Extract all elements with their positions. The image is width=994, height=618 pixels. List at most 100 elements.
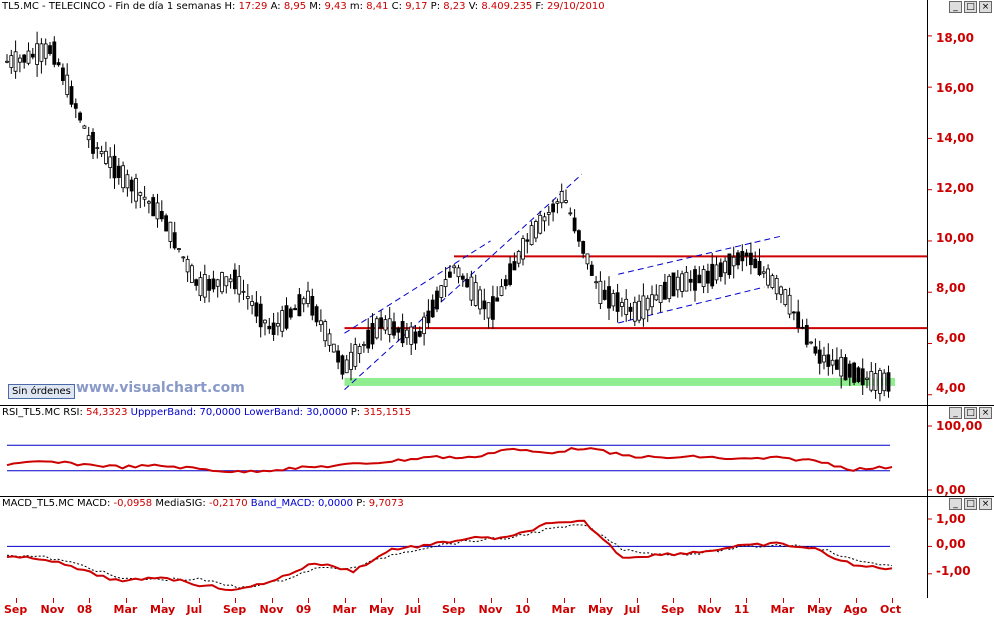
x-tick-label: 09 bbox=[296, 603, 312, 616]
candle-body bbox=[400, 321, 405, 344]
candle-body bbox=[792, 311, 796, 314]
x-tick bbox=[52, 598, 54, 603]
candle-body bbox=[813, 346, 818, 354]
orders-button[interactable]: Sin órdenes bbox=[8, 384, 75, 399]
candle-body bbox=[456, 267, 461, 278]
candle-body bbox=[710, 263, 715, 287]
price-header: TL5.MC - TELECINCO - Fin de día 1 semana… bbox=[2, 1, 605, 12]
minimize-icon[interactable]: _ bbox=[949, 407, 962, 419]
candle-body bbox=[215, 279, 220, 287]
candle-body bbox=[314, 306, 319, 323]
candle-body bbox=[288, 308, 293, 318]
candle-body bbox=[779, 286, 783, 295]
candle-body bbox=[189, 265, 194, 283]
candle-body bbox=[409, 326, 414, 345]
candle-body bbox=[869, 371, 874, 391]
close-icon[interactable]: × bbox=[979, 407, 992, 419]
candle-body bbox=[181, 256, 186, 259]
candle-body bbox=[241, 290, 246, 293]
candle-body bbox=[194, 279, 199, 286]
candle-body bbox=[852, 362, 856, 383]
candle-body bbox=[667, 275, 672, 299]
candle-body bbox=[490, 296, 495, 320]
close-icon[interactable]: × bbox=[979, 498, 992, 510]
maximize-icon[interactable]: □ bbox=[964, 498, 977, 510]
m-label: M: bbox=[309, 1, 322, 12]
candle-body bbox=[538, 214, 543, 234]
candle-body bbox=[589, 264, 594, 276]
candle-body bbox=[69, 86, 74, 105]
x-tick-label: Nov bbox=[40, 603, 65, 616]
maximize-icon[interactable]: □ bbox=[964, 1, 977, 13]
candle-body bbox=[366, 329, 371, 349]
candle-body bbox=[736, 252, 740, 266]
macd-p-value: 9,7073 bbox=[368, 498, 404, 509]
band-label: Band_MACD: bbox=[250, 498, 315, 509]
x-tick-label: Nov bbox=[259, 603, 284, 616]
x-tick-label: May bbox=[588, 603, 614, 616]
sig-label: MediaSIG: bbox=[155, 498, 206, 509]
candle-body bbox=[447, 271, 452, 278]
candle-body bbox=[17, 57, 22, 63]
candle-body bbox=[654, 294, 659, 301]
rsi-value: 54,3323 bbox=[86, 407, 128, 418]
candle-body bbox=[224, 276, 229, 287]
candle-body bbox=[443, 279, 448, 288]
candle-body bbox=[86, 135, 91, 141]
m-value: 9,43 bbox=[324, 1, 347, 12]
candle-body bbox=[482, 300, 487, 310]
candle-body bbox=[426, 310, 431, 324]
minimize-icon[interactable]: _ bbox=[949, 1, 962, 13]
mi-value: 8,41 bbox=[366, 1, 389, 12]
mi-label: m: bbox=[349, 1, 364, 12]
y-tick-label: 14,00 bbox=[936, 131, 974, 145]
close-icon[interactable]: × bbox=[979, 1, 992, 13]
company-name: TELECINCO bbox=[48, 1, 106, 12]
band-value: 0,0000 bbox=[318, 498, 353, 509]
candle-body bbox=[435, 290, 439, 310]
symbol: TL5.MC bbox=[2, 1, 39, 12]
candle-body bbox=[568, 212, 573, 215]
trendline bbox=[344, 240, 491, 334]
candle-body bbox=[774, 278, 779, 295]
h-value: 17:29 bbox=[238, 1, 268, 12]
maximize-icon[interactable]: □ bbox=[964, 407, 977, 419]
x-tick-label: May bbox=[369, 603, 395, 616]
candle-body bbox=[202, 274, 207, 298]
candle-body bbox=[658, 285, 663, 303]
candle-body bbox=[508, 263, 513, 285]
x-tick-label: Mar bbox=[113, 603, 138, 616]
candle-body bbox=[680, 273, 684, 292]
macd-tick-label: 0,00 bbox=[936, 537, 966, 551]
candle-body bbox=[30, 53, 35, 58]
candle-body bbox=[116, 165, 121, 179]
y-tick-label: 8,00 bbox=[936, 281, 966, 295]
x-tick-label: Sep bbox=[661, 603, 685, 616]
candle-body bbox=[82, 125, 87, 129]
y-tick-label: 6,00 bbox=[936, 331, 966, 345]
candle-body bbox=[787, 294, 792, 315]
candle-body bbox=[809, 341, 813, 344]
candle-body bbox=[688, 278, 693, 283]
candle-body bbox=[284, 305, 289, 329]
h-label: H: bbox=[224, 1, 236, 12]
x-tick bbox=[271, 598, 273, 603]
macd-value: -0,0958 bbox=[113, 498, 153, 509]
candle-body bbox=[761, 271, 766, 274]
candle-body bbox=[650, 294, 654, 308]
candle-body bbox=[486, 302, 491, 319]
f-label: F: bbox=[535, 1, 544, 12]
y-tick-label: 12,00 bbox=[936, 181, 974, 195]
candle-body bbox=[469, 276, 474, 301]
candle-body bbox=[263, 319, 267, 324]
candle-body bbox=[865, 377, 869, 380]
candle-body bbox=[594, 281, 598, 284]
candle-body bbox=[542, 216, 547, 222]
minimize-icon[interactable]: _ bbox=[949, 498, 962, 510]
x-tick bbox=[125, 598, 127, 603]
macd-label: MACD: bbox=[77, 498, 111, 509]
candle-body bbox=[129, 179, 134, 192]
candle-body bbox=[392, 321, 396, 336]
x-tick bbox=[454, 598, 455, 603]
candle-body bbox=[516, 250, 521, 264]
